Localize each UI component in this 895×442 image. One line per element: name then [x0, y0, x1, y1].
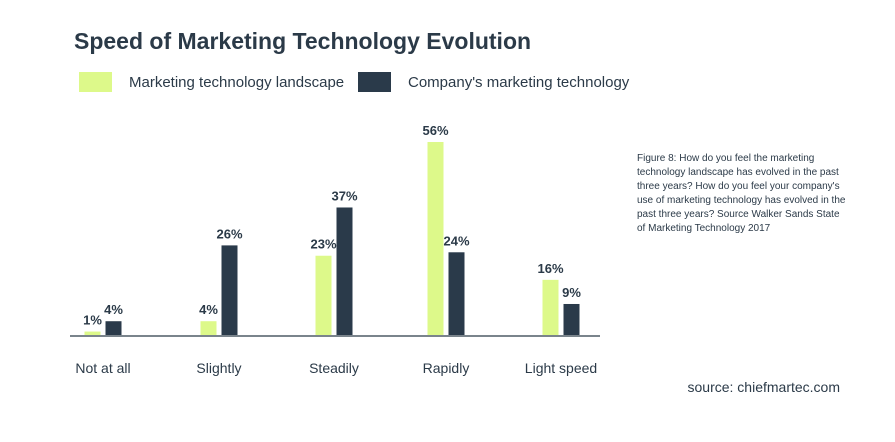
legend-label-company: Company's marketing technology [408, 73, 630, 91]
data-label-company-4: 24% [443, 233, 469, 248]
chart-title: Speed of Marketing Technology Evolution [74, 28, 532, 54]
data-label-landscape-1: 1% [83, 313, 102, 328]
legend-item-company: Company's marketing technology [358, 72, 629, 92]
data-label-company-2: 26% [216, 226, 242, 241]
figure-caption: Figure 8: How do you feel the marketing … [637, 153, 846, 234]
bar-company-4 [448, 252, 465, 335]
bar-landscape-2 [200, 321, 217, 335]
bar-landscape-3 [315, 255, 332, 335]
data-label-company-3: 37% [331, 188, 357, 203]
bar-landscape-4 [427, 142, 444, 335]
x-tick-label-4: Rapidly [423, 360, 470, 376]
data-label-company-1: 4% [104, 302, 123, 317]
x-tick-label-5: Light speed [525, 360, 597, 376]
data-label-landscape-5: 16% [537, 261, 563, 276]
x-tick-label-3: Steadily [309, 360, 359, 376]
data-label-landscape-4: 56% [422, 123, 448, 138]
data-label-landscape-3: 23% [310, 237, 336, 252]
legend-swatch-company [358, 72, 391, 92]
legend-item-landscape: Marketing technology landscape [79, 72, 344, 92]
x-tick-label-2: Slightly [196, 360, 241, 376]
legend-label-landscape: Marketing technology landscape [129, 73, 345, 91]
bar-company-5 [563, 303, 580, 335]
source-credit: source: chiefmartec.com [687, 379, 841, 395]
bar-landscape-1 [84, 331, 101, 335]
x-tick-label-1: Not at all [75, 360, 130, 376]
data-label-company-5: 9% [562, 285, 581, 300]
bar-company-3 [336, 207, 353, 335]
data-label-landscape-2: 4% [199, 302, 218, 317]
legend-swatch-landscape [79, 72, 112, 92]
bar-company-2 [221, 245, 238, 335]
bar-company-1 [105, 321, 122, 335]
bar-landscape-5 [542, 279, 559, 335]
